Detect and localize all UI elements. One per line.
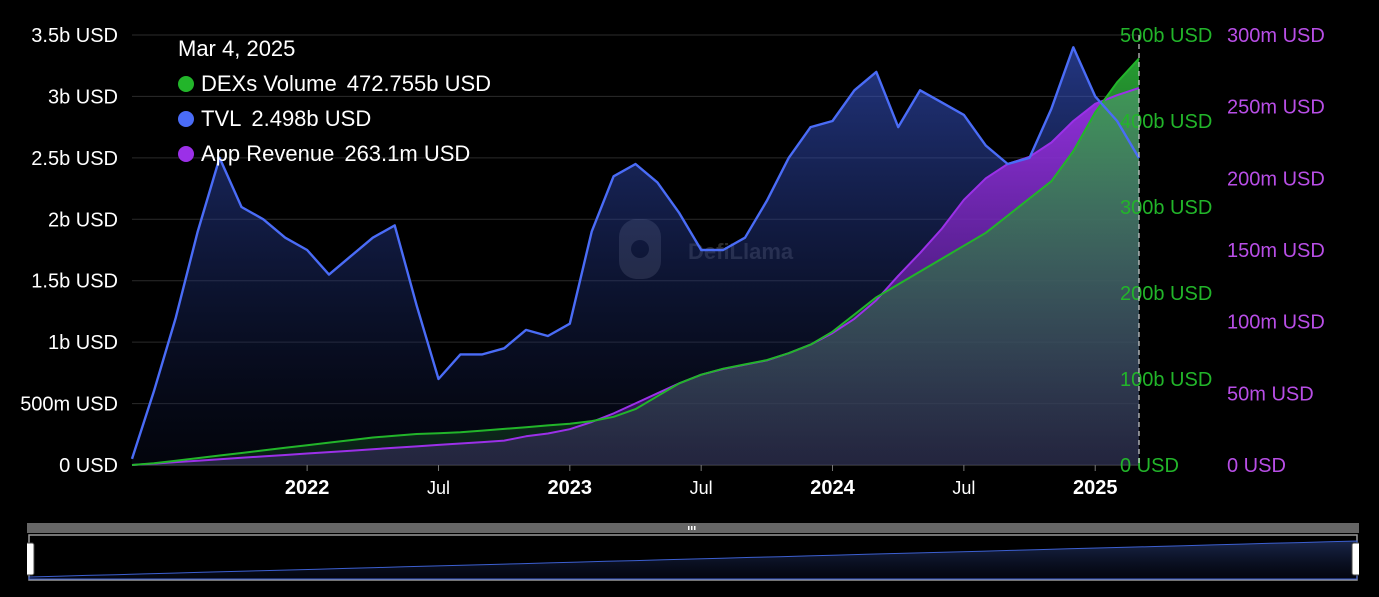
legend-value: 2.498b USD bbox=[251, 106, 372, 131]
dexs-volume-area bbox=[132, 58, 1139, 466]
tooltip-legend: Mar 4, 2025 DEXs Volume 472.755b USD TVL… bbox=[178, 31, 491, 171]
legend-value: 263.1m USD bbox=[344, 141, 471, 166]
left-axis-tick: 2b USD bbox=[48, 209, 118, 231]
legend-date: Mar 4, 2025 bbox=[178, 36, 296, 61]
legend-item-tvl[interactable]: TVL 2.498b USD bbox=[178, 101, 491, 136]
x-axis-tick: Jul bbox=[952, 478, 975, 498]
right-axis-dex-tick: 500b USD bbox=[1120, 25, 1212, 47]
blue-dot-icon bbox=[178, 110, 194, 127]
slider-overview-area bbox=[28, 540, 1358, 580]
purple-dot-icon bbox=[178, 145, 194, 162]
slider-top-bar[interactable] bbox=[27, 523, 1359, 533]
series-lines bbox=[130, 46, 1141, 466]
left-axis-tick: 1.5b USD bbox=[31, 271, 118, 293]
right-axis-revenue-tick: 150m USD bbox=[1227, 240, 1325, 262]
green-dot-icon bbox=[178, 75, 194, 92]
x-axis-tick: Jul bbox=[427, 478, 450, 498]
x-axis-tick: 2024 bbox=[810, 477, 855, 499]
x-axis-tick: 2025 bbox=[1073, 477, 1118, 499]
right-axis-app-revenue: 0 USD 50m USD 100m USD 150m USD 200m USD 250m… bbox=[1227, 25, 1325, 477]
slider-grip-icon[interactable] bbox=[688, 526, 696, 530]
dexs-volume-line bbox=[131, 57, 1140, 466]
left-axis-tick: 3b USD bbox=[48, 86, 118, 108]
right-axis-dex-tick: 400b USD bbox=[1120, 111, 1212, 133]
right-axis-revenue-tick: 50m USD bbox=[1227, 383, 1314, 405]
right-axis-revenue-tick: 100m USD bbox=[1227, 312, 1325, 334]
left-axis-tick: 0 USD bbox=[59, 455, 118, 477]
slider-left-handle[interactable] bbox=[27, 542, 35, 576]
right-axis-dex-tick: 100b USD bbox=[1120, 369, 1212, 391]
left-axis-tick: 500m USD bbox=[20, 394, 118, 416]
right-axis-dex-tick: 200b USD bbox=[1120, 283, 1212, 305]
x-axis-tick: 2022 bbox=[285, 477, 330, 499]
legend-item-dex-volume[interactable]: DEXs Volume 472.755b USD bbox=[178, 66, 491, 101]
right-axis-revenue-tick: 200m USD bbox=[1227, 168, 1325, 190]
legend-value: 472.755b USD bbox=[346, 71, 492, 96]
right-axis-dex-volume: 0 USD 100b USD 200b USD 300b USD 400b USD 500… bbox=[1120, 25, 1212, 477]
legend-name: TVL bbox=[201, 106, 242, 131]
left-axis: 0 USD 500m USD 1b USD 1.5b USD 2b USD 2.5b US… bbox=[20, 25, 118, 477]
right-axis-dex-tick: 0 USD bbox=[1120, 455, 1179, 477]
left-axis-tick: 3.5b USD bbox=[31, 25, 118, 47]
right-axis-dex-tick: 300b USD bbox=[1120, 197, 1212, 219]
x-axis-tick: Jul bbox=[690, 478, 713, 498]
legend-name: App Revenue bbox=[201, 141, 335, 166]
legend-item-app-revenue[interactable]: App Revenue 263.1m USD bbox=[178, 136, 491, 171]
right-axis-revenue-tick: 0 USD bbox=[1227, 455, 1286, 477]
right-axis-revenue-tick: 250m USD bbox=[1227, 97, 1325, 119]
right-axis-revenue-tick: 300m USD bbox=[1227, 25, 1325, 47]
range-slider[interactable] bbox=[27, 523, 1359, 581]
series-areas bbox=[132, 47, 1139, 466]
slider-right-handle[interactable] bbox=[1351, 542, 1359, 576]
legend-name: DEXs Volume bbox=[201, 71, 337, 96]
app-revenue-line bbox=[131, 86, 1140, 466]
left-axis-tick: 2.5b USD bbox=[31, 148, 118, 170]
x-axis-tick: 2023 bbox=[548, 477, 593, 499]
tvl-line bbox=[130, 46, 1141, 460]
x-axis: 2022 Jul 2023 Jul 2024 Jul 2025 bbox=[285, 465, 1118, 499]
left-axis-tick: 1b USD bbox=[48, 332, 118, 354]
